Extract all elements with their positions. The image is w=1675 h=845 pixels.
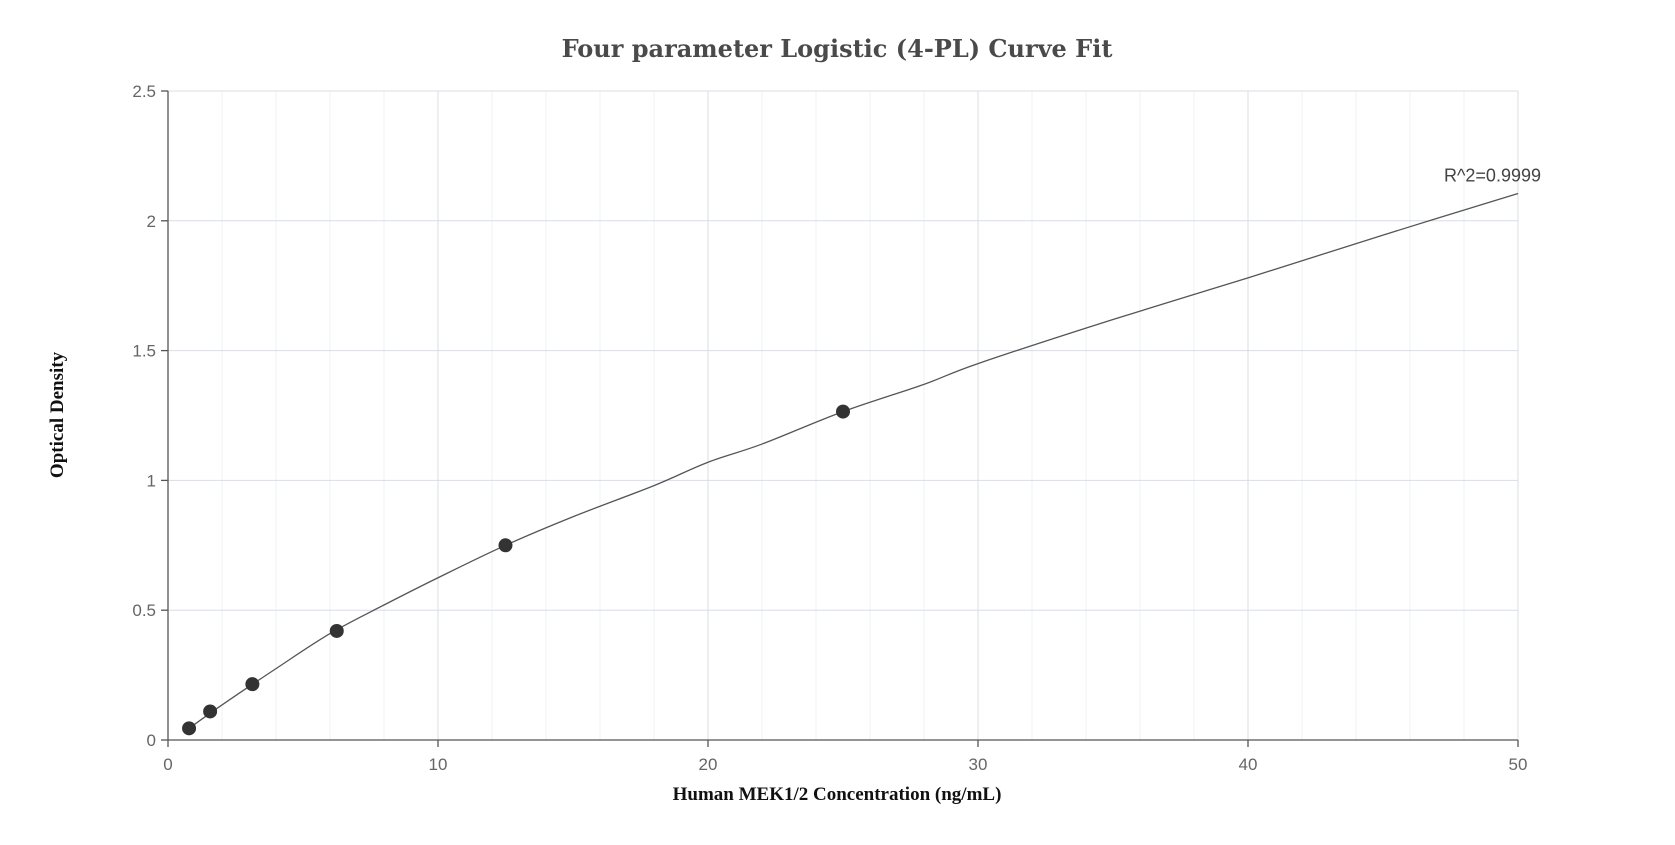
y-tick-label: 0.5 (132, 601, 156, 620)
x-tick-label: 0 (163, 755, 172, 774)
y-tick-label: 2 (147, 212, 156, 231)
labels: Four parameter Logistic (4-PL) Curve Fit… (47, 34, 1112, 805)
x-tick-label: 20 (699, 755, 718, 774)
grid (168, 90, 1519, 740)
axes: 0 10 20 30 40 50 0 0.5 1 1.5 2 2.5 R^2=0.9999 (132, 82, 1541, 774)
x-tick-label: 10 (429, 755, 448, 774)
x-tick-label: 30 (969, 755, 988, 774)
data-point (329, 623, 344, 638)
x-tick-label: 40 (1239, 755, 1258, 774)
data-point (203, 704, 218, 719)
data-point (836, 404, 850, 419)
x-axis-label: Human MEK1/2 Concentration (ng/mL) (673, 784, 1002, 805)
x-tick-label: 50 (1509, 755, 1528, 774)
y-tick-label: 1 (147, 471, 156, 490)
r-squared-annotation: R^2=0.9999 (1444, 166, 1541, 186)
data-points (182, 404, 850, 736)
chart-title: Four parameter Logistic (4-PL) Curve Fit (562, 34, 1113, 63)
data-point (182, 721, 197, 736)
data-point (498, 538, 513, 553)
fit-curve-layer (188, 192, 1519, 729)
y-tick-label: 0 (147, 731, 156, 750)
y-tick-label: 2.5 (132, 82, 156, 101)
y-axis-label: Optical Density (47, 351, 68, 478)
data-point (245, 677, 260, 692)
y-tick-label: 1.5 (132, 342, 156, 361)
fit-curve (188, 192, 1519, 729)
